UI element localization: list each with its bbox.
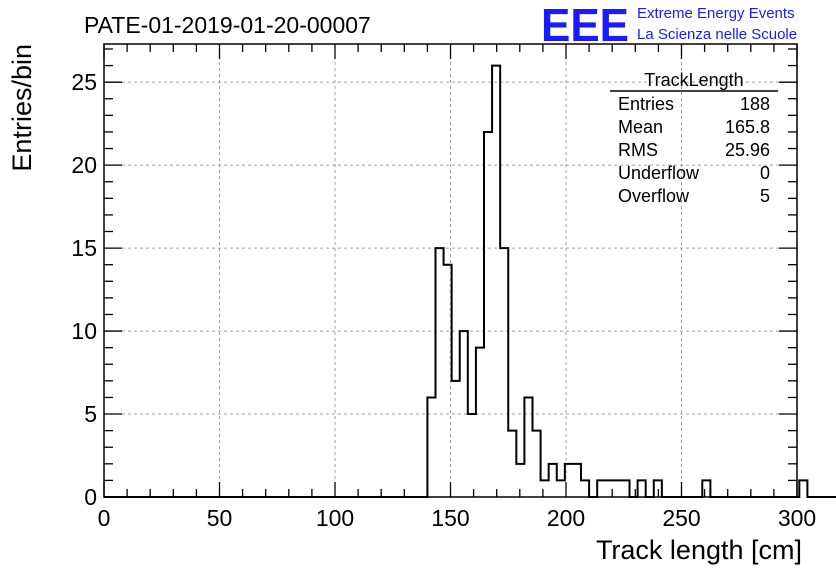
y-tick-label: 15 (71, 235, 97, 261)
y-axis-label: Entries/bin (7, 44, 37, 172)
x-tick-label: 0 (98, 505, 111, 531)
y-tick-label: 5 (84, 401, 97, 427)
grid-lines (104, 44, 797, 497)
stats-title: TrackLength (644, 70, 743, 90)
x-axis-label: Track length [cm] (596, 535, 802, 565)
stats-row-value: 0 (760, 163, 770, 183)
run-title: PATE-01-2019-01-20-00007 (84, 12, 371, 38)
x-tick-label: 50 (207, 505, 233, 531)
x-tick-label: 300 (778, 505, 816, 531)
logo-line-1: Extreme Energy Events (637, 5, 795, 22)
stats-row-label: Overflow (618, 186, 690, 206)
logo-line-2: La Scienza nelle Scuole (637, 26, 797, 43)
y-tick-label: 25 (71, 69, 97, 95)
stats-row-value: 25.96 (725, 140, 770, 160)
stats-row-label: Mean (618, 117, 663, 137)
y-tick-label: 10 (71, 318, 97, 344)
x-tick-labels: 0 50 100 150 200 250 300 (98, 505, 817, 531)
stats-row-value: 188 (740, 94, 770, 114)
x-tick-label: 200 (547, 505, 585, 531)
y-tick-label: 0 (84, 484, 97, 510)
stats-row-label: Entries (618, 94, 674, 114)
x-tick-label: 100 (316, 505, 354, 531)
axis-ticks (103, 44, 798, 498)
eee-logo: EEE (541, 0, 629, 51)
stats-row-label: RMS (618, 140, 658, 160)
stats-row-label: Underflow (618, 163, 700, 183)
y-tick-label: 20 (71, 152, 97, 178)
stats-rows: Entries 188 Mean 165.8 RMS 25.96 Underflow 0 Ove… (618, 94, 770, 206)
stats-row-value: 165.8 (725, 117, 770, 137)
x-tick-label: 250 (662, 505, 700, 531)
x-tick-label: 150 (431, 505, 469, 531)
y-tick-labels: 0 5 10 15 20 25 (71, 69, 97, 510)
stats-box: TrackLength Entries 188 Mean 165.8 RMS 25.96 U… (610, 70, 778, 206)
stats-row-value: 5 (760, 186, 770, 206)
